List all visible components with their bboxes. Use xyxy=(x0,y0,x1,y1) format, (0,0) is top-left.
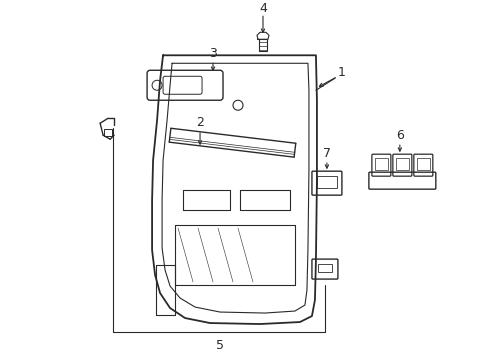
Bar xyxy=(316,176,336,188)
Bar xyxy=(317,264,331,272)
Text: 1: 1 xyxy=(337,66,345,79)
Text: 5: 5 xyxy=(216,338,224,351)
Bar xyxy=(374,158,387,170)
Bar xyxy=(416,158,429,170)
Bar xyxy=(259,39,266,51)
Text: 7: 7 xyxy=(322,147,330,160)
Text: 4: 4 xyxy=(259,2,266,15)
Text: 2: 2 xyxy=(196,116,203,129)
Bar xyxy=(104,129,112,136)
Bar xyxy=(395,158,408,170)
Text: 3: 3 xyxy=(209,47,217,60)
Text: 6: 6 xyxy=(395,129,403,142)
